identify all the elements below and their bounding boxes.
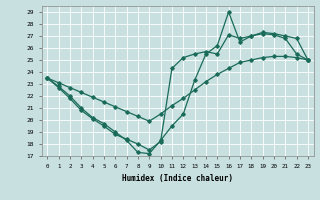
X-axis label: Humidex (Indice chaleur): Humidex (Indice chaleur) — [122, 174, 233, 183]
